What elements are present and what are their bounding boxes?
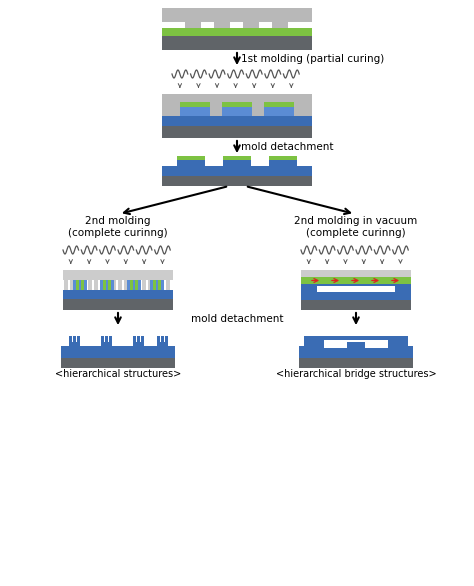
Bar bbox=[108, 280, 111, 290]
Text: <hierarchical structures>: <hierarchical structures> bbox=[55, 369, 181, 379]
Bar bbox=[158, 280, 161, 290]
Bar bbox=[162, 8, 312, 22]
Bar bbox=[162, 116, 312, 126]
Bar bbox=[101, 342, 111, 348]
Bar bbox=[162, 94, 312, 116]
Bar bbox=[100, 280, 104, 290]
Bar bbox=[299, 356, 413, 368]
Bar bbox=[76, 280, 79, 290]
Bar bbox=[177, 156, 205, 160]
Bar bbox=[154, 280, 158, 290]
Bar bbox=[269, 156, 297, 166]
Bar bbox=[157, 342, 167, 348]
Bar bbox=[180, 102, 210, 116]
Bar bbox=[133, 336, 136, 348]
Bar bbox=[223, 156, 251, 166]
Bar bbox=[166, 280, 170, 290]
Bar bbox=[103, 280, 106, 290]
Bar bbox=[136, 280, 140, 290]
Bar bbox=[105, 336, 108, 348]
Bar bbox=[150, 280, 164, 290]
Bar bbox=[244, 14, 259, 28]
Bar bbox=[142, 280, 146, 290]
Text: 2nd molding
(complete curinng): 2nd molding (complete curinng) bbox=[68, 216, 168, 237]
Bar bbox=[162, 36, 312, 50]
Bar bbox=[161, 336, 164, 348]
Bar bbox=[273, 14, 289, 28]
Text: 2nd molding in vacuum
(complete curinng): 2nd molding in vacuum (complete curinng) bbox=[294, 216, 418, 237]
Bar bbox=[94, 280, 98, 290]
Bar bbox=[185, 14, 201, 28]
Bar bbox=[69, 342, 79, 348]
Bar bbox=[133, 342, 143, 348]
Bar bbox=[61, 346, 175, 358]
Bar bbox=[153, 280, 156, 290]
Bar bbox=[160, 280, 164, 290]
Bar bbox=[301, 284, 411, 286]
Bar bbox=[100, 280, 114, 290]
Bar bbox=[73, 280, 87, 290]
Bar bbox=[127, 280, 141, 290]
Bar bbox=[130, 280, 134, 290]
Bar bbox=[264, 102, 294, 116]
Bar bbox=[304, 336, 324, 348]
Bar bbox=[64, 280, 68, 290]
Bar bbox=[61, 356, 175, 368]
Bar bbox=[76, 280, 80, 290]
Bar bbox=[301, 277, 411, 284]
Bar bbox=[88, 280, 92, 290]
Bar bbox=[180, 102, 210, 107]
Text: <hierarchical bridge structures>: <hierarchical bridge structures> bbox=[276, 369, 436, 379]
Bar bbox=[347, 342, 365, 348]
Bar bbox=[106, 280, 110, 290]
Bar bbox=[301, 284, 317, 292]
Bar bbox=[130, 280, 133, 290]
Bar bbox=[222, 102, 252, 107]
Bar bbox=[69, 336, 72, 348]
Bar bbox=[301, 284, 411, 290]
Bar bbox=[301, 270, 411, 277]
Bar bbox=[112, 280, 116, 290]
Bar bbox=[162, 166, 312, 176]
Bar bbox=[118, 280, 122, 290]
Bar bbox=[223, 156, 251, 160]
Bar bbox=[162, 174, 312, 186]
Bar bbox=[82, 280, 86, 290]
Bar bbox=[124, 280, 128, 290]
Bar bbox=[70, 280, 74, 290]
Text: 1st molding (partial curing): 1st molding (partial curing) bbox=[241, 54, 384, 64]
Bar bbox=[395, 284, 411, 292]
Bar bbox=[324, 340, 388, 348]
Bar bbox=[109, 336, 112, 348]
Bar bbox=[215, 14, 230, 28]
Bar bbox=[77, 336, 80, 348]
Bar bbox=[269, 156, 297, 160]
Bar bbox=[301, 292, 411, 300]
Bar bbox=[177, 156, 205, 166]
Bar bbox=[148, 280, 152, 290]
Bar bbox=[73, 336, 76, 348]
Bar bbox=[304, 336, 408, 340]
Bar bbox=[162, 126, 312, 138]
Bar bbox=[63, 270, 173, 280]
Bar bbox=[63, 290, 173, 299]
Text: mold detachment: mold detachment bbox=[241, 142, 334, 152]
Bar bbox=[81, 280, 84, 290]
Bar bbox=[137, 336, 140, 348]
Bar bbox=[63, 299, 173, 310]
Bar bbox=[388, 336, 408, 348]
Bar bbox=[157, 336, 160, 348]
Bar bbox=[264, 102, 294, 107]
Bar bbox=[101, 336, 104, 348]
Bar bbox=[301, 300, 411, 310]
Bar bbox=[141, 336, 144, 348]
Bar bbox=[162, 28, 312, 36]
Bar bbox=[135, 280, 138, 290]
Bar bbox=[222, 102, 252, 116]
Bar bbox=[165, 336, 168, 348]
Bar bbox=[299, 346, 413, 358]
Text: mold detachment: mold detachment bbox=[191, 314, 283, 324]
